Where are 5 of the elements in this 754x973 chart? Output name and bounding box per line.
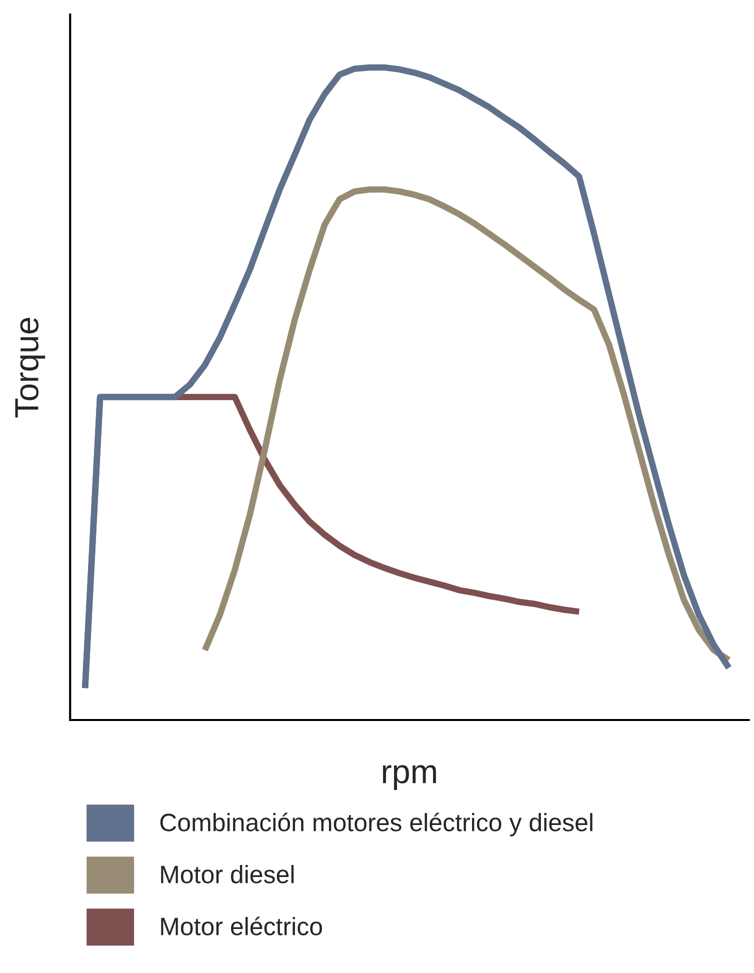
legend-label: Motor diesel <box>161 865 294 884</box>
x-axis-title: rpm <box>382 765 436 790</box>
legend-label: Motor eléctrico <box>161 916 322 936</box>
y-axis-title: Torque <box>15 318 46 418</box>
legend-label: Combinación motores eléctrico y diesel <box>160 812 592 836</box>
